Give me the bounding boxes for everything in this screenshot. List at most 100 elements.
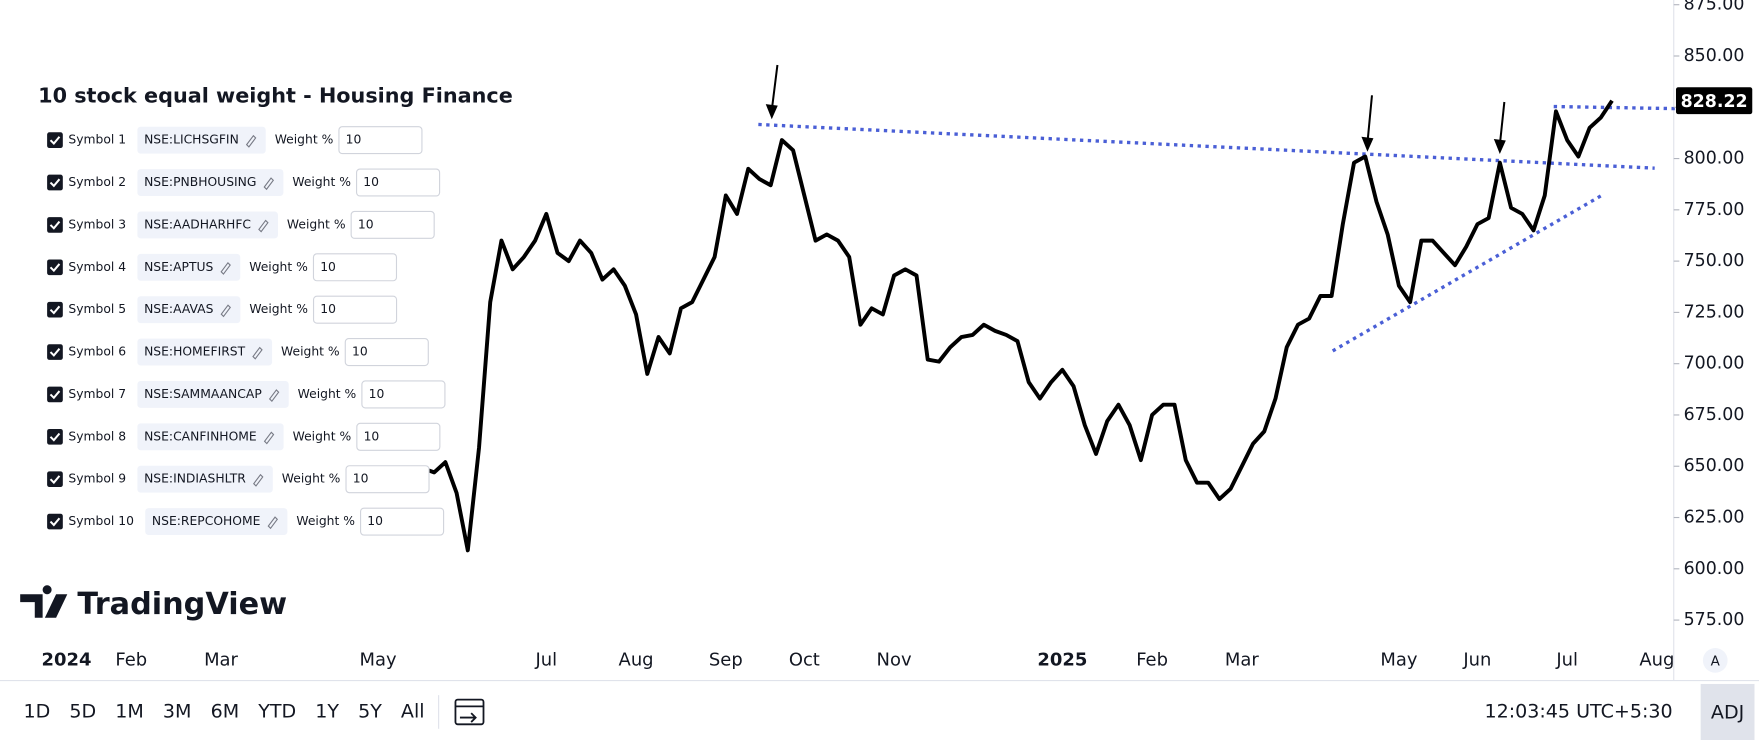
symbol-chip[interactable]	[145, 508, 288, 536]
symbol-value: NSE:AAVAS	[144, 302, 214, 316]
checkbox[interactable]	[47, 301, 63, 318]
price-line	[410, 99, 1614, 553]
symbol-value: NSE:AADHARHFC	[144, 217, 251, 231]
x-tick-label: Jul	[1555, 649, 1578, 670]
clock: 12:03:45 UTC+5:30	[1484, 700, 1672, 722]
symbol-chip[interactable]	[137, 169, 284, 196]
symbol-label: Symbol 4	[68, 260, 126, 274]
x-tick-label: Aug	[1639, 649, 1674, 670]
range-button[interactable]: YTD	[257, 700, 296, 722]
check-mark	[49, 348, 61, 357]
range-button[interactable]: All	[401, 700, 425, 722]
checkbox[interactable]	[47, 471, 63, 488]
trendline	[1331, 192, 1606, 353]
weight-input[interactable]	[345, 465, 430, 494]
adj-button[interactable]: ADJ	[1711, 702, 1744, 724]
range-button[interactable]: 1M	[115, 700, 144, 722]
x-tick-label: Nov	[877, 649, 912, 670]
range-button[interactable]: 3M	[163, 700, 192, 722]
weight-label: Weight %	[293, 429, 352, 443]
symbol-label: Symbol 7	[68, 387, 126, 401]
x-tick-label: May	[1380, 649, 1417, 670]
symbol-chip[interactable]	[137, 380, 289, 408]
symbol-chip[interactable]	[137, 423, 284, 451]
weight-value: 10	[320, 260, 336, 274]
symbol-value: NSE:HOMEFIRST	[144, 345, 246, 359]
settings-panel: 10 stock equal weight - Housing Finance …	[38, 83, 513, 536]
symbol-value: NSE:APTUS	[144, 260, 213, 274]
weight-value: 10	[369, 387, 385, 401]
range-button[interactable]: 5Y	[358, 700, 382, 722]
checkbox[interactable]	[47, 217, 63, 233]
symbol-label: Symbol 8	[68, 429, 126, 443]
weight-label: Weight %	[298, 387, 357, 401]
weight-input[interactable]	[312, 253, 398, 282]
auto-button-bg[interactable]	[1702, 648, 1728, 673]
x-tick-label: Feb	[115, 649, 147, 670]
panel-title: 10 stock equal weight - Housing Finance	[38, 83, 513, 107]
weight-input[interactable]	[350, 210, 435, 239]
checkbox[interactable]	[47, 386, 63, 403]
y-tick-label: 850.00	[1684, 46, 1745, 66]
adj-button-bg[interactable]	[1700, 683, 1755, 740]
x-tick-label: Oct	[789, 649, 820, 670]
plot: 575.00 600.00 625.00 650.00 675.00 700.00 725.…	[42, 0, 1753, 670]
weight-input[interactable]	[344, 338, 429, 367]
weight-input[interactable]	[338, 126, 423, 155]
y-tick-label: 725.00	[1684, 302, 1745, 322]
weight-label: Weight %	[282, 472, 341, 486]
logo-icon	[20, 585, 68, 618]
edit-icon	[258, 219, 269, 233]
symbol-chip[interactable]	[137, 126, 266, 154]
check-mark	[49, 432, 61, 442]
symbol-chip[interactable]	[137, 465, 273, 493]
last-price-tag	[1675, 87, 1753, 115]
y-tick-label: 650.00	[1684, 456, 1745, 476]
weight-input[interactable]	[356, 168, 441, 197]
weight-input[interactable]	[356, 422, 441, 451]
calendar-icon[interactable]	[454, 698, 485, 726]
range-button[interactable]: 1D	[24, 700, 51, 722]
symbol-chip[interactable]	[137, 296, 241, 324]
range-button[interactable]: 6M	[211, 700, 240, 722]
symbol-label: Symbol 3	[68, 217, 126, 231]
checkbox[interactable]	[47, 174, 63, 191]
x-tick-label: Aug	[619, 649, 654, 670]
weight-input[interactable]	[360, 507, 445, 536]
checkbox[interactable]	[47, 344, 63, 360]
symbol-chip[interactable]	[137, 338, 273, 366]
calendar-arrow	[459, 712, 477, 723]
y-tick-label: 700.00	[1684, 354, 1745, 374]
check-mark	[49, 220, 61, 230]
range-button[interactable]: 1Y	[315, 700, 339, 722]
weight-label: Weight %	[292, 175, 351, 189]
edit-icon	[245, 134, 257, 148]
checkbox[interactable]	[47, 259, 63, 276]
check-mark	[49, 136, 61, 146]
weight-value: 10	[364, 429, 380, 443]
edit-icon	[263, 431, 275, 445]
symbol-value: NSE:SAMMAANCAP	[144, 387, 262, 401]
checkbox[interactable]	[47, 132, 63, 148]
x-tick-label: Mar	[1225, 649, 1259, 670]
x-tick-label: May	[359, 649, 396, 670]
weight-input[interactable]	[361, 380, 446, 409]
checkbox[interactable]	[47, 428, 63, 445]
trendlines	[758, 104, 1683, 353]
weight-label: Weight %	[287, 217, 346, 231]
weight-value: 10	[320, 302, 336, 316]
y-tick-label: 875.00	[1684, 0, 1745, 15]
trendline	[758, 122, 1655, 170]
symbol-chip[interactable]	[137, 211, 278, 239]
symbol-chip[interactable]	[137, 253, 241, 281]
symbol-value: NSE:LICHSGFIN	[144, 133, 239, 147]
auto-button[interactable]: A	[1711, 655, 1721, 670]
range-button[interactable]: 5D	[69, 700, 96, 722]
symbol-value: NSE:PNBHOUSING	[144, 175, 256, 189]
weight-input[interactable]	[312, 295, 398, 324]
edit-icon	[268, 389, 280, 403]
x-tick-label: Jul	[534, 649, 557, 670]
symbol-label: Symbol 9	[68, 472, 126, 486]
checkbox[interactable]	[47, 513, 63, 530]
weight-label: Weight %	[249, 302, 308, 316]
